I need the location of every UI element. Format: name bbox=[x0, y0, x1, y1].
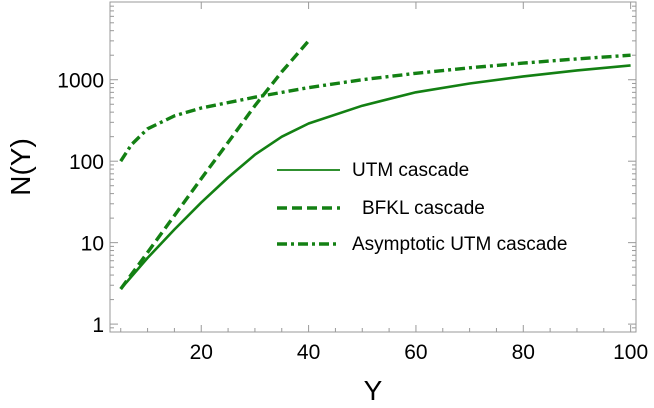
legend-label: UTM cascade bbox=[352, 160, 469, 181]
y-axis-label: N(Y) bbox=[5, 138, 36, 196]
x-tick-label: 40 bbox=[297, 341, 320, 364]
x-tick-label: 100 bbox=[613, 341, 648, 364]
plot-area-border bbox=[109, 1, 637, 333]
y-minor-ticks bbox=[110, 1, 636, 333]
y-tick-label: 1000 bbox=[57, 70, 104, 93]
series-line-dashdot bbox=[119, 53, 631, 163]
plot-frame bbox=[109, 1, 637, 333]
y-tick-label: 10 bbox=[81, 233, 104, 256]
legend-label: Asymptotic UTM cascade bbox=[352, 234, 567, 255]
series-line-dashed bbox=[119, 39, 310, 291]
series-line-solid bbox=[119, 64, 631, 290]
y-axis-ticks: 1 10 100 1000 bbox=[57, 70, 636, 337]
series-layer bbox=[119, 39, 631, 291]
x-tick-label: 20 bbox=[190, 341, 213, 364]
legend: UTM cascade BFKL cascade Asymptotic UTM ca… bbox=[277, 160, 567, 255]
x-axis-label: Y bbox=[364, 375, 383, 406]
x-tick-label: 80 bbox=[512, 341, 535, 364]
y-tick-label: 1 bbox=[92, 314, 104, 337]
y-tick-label: 100 bbox=[69, 151, 104, 174]
x-tick-label: 60 bbox=[404, 341, 427, 364]
legend-label: BFKL cascade bbox=[362, 198, 485, 219]
x-axis-ticks: 20 40 60 80 100 bbox=[120, 2, 648, 364]
